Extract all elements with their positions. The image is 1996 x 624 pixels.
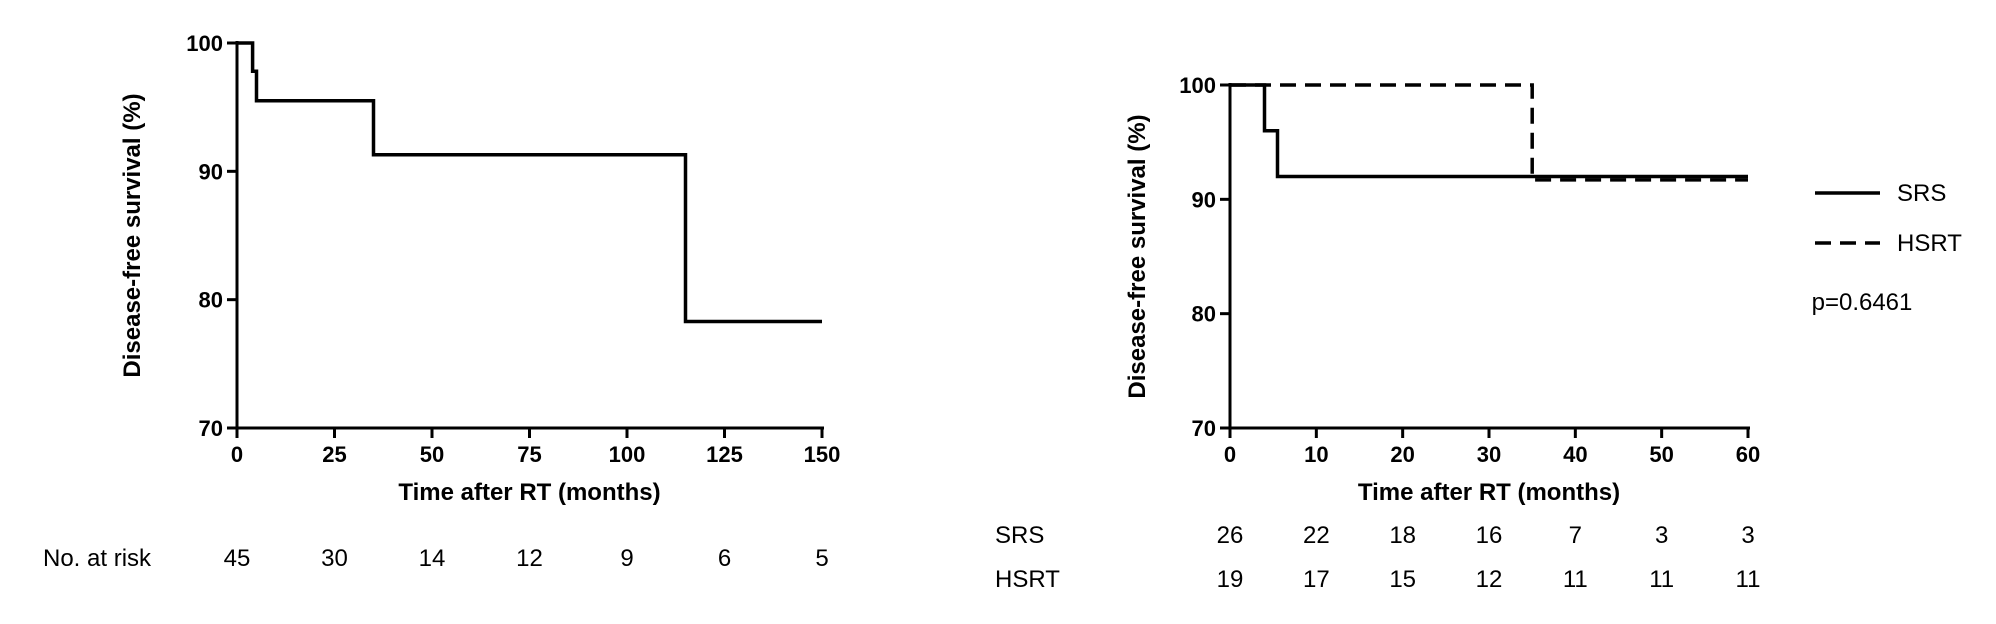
x-tick-label: 50 [420, 442, 444, 467]
x-tick-label: 20 [1390, 442, 1414, 467]
legend-label-srs: SRS [1897, 180, 1946, 207]
at-risk-value: 7 [1569, 522, 1582, 549]
x-tick-label: 150 [804, 442, 841, 467]
x-tick-label: 60 [1736, 442, 1760, 467]
at-risk-value: 12 [516, 545, 543, 572]
x-tick-label: 30 [1477, 442, 1501, 467]
at-risk-value: 11 [1649, 566, 1674, 593]
x-axis-label: Time after RT (months) [398, 479, 660, 506]
at-risk-value: 45 [224, 545, 251, 572]
y-tick-label: 70 [199, 416, 223, 441]
y-tick-label: 90 [1192, 187, 1216, 212]
series-line-srs [1230, 83, 1748, 179]
at-risk-value: 11 [1736, 566, 1761, 593]
at-risk-value: 17 [1303, 566, 1330, 593]
at-risk-value: 3 [1655, 522, 1668, 549]
at-risk-value: 3 [1741, 522, 1754, 549]
x-tick-label: 40 [1563, 442, 1587, 467]
series-line-0 [237, 41, 822, 324]
at-risk-value: 9 [620, 545, 633, 572]
at-risk-value: 5 [815, 545, 828, 572]
at-risk-value: 12 [1476, 566, 1503, 593]
legend-label-hsrt: HSRT [1897, 230, 1962, 257]
x-tick-label: 50 [1649, 442, 1673, 467]
at-risk-value: 15 [1389, 566, 1416, 593]
at-risk-value: 18 [1389, 522, 1416, 549]
x-tick-label: 25 [322, 442, 346, 467]
x-tick-label: 75 [517, 442, 541, 467]
p-value-annotation: p=0.6461 [1812, 289, 1913, 316]
x-tick-label: 100 [609, 442, 646, 467]
x-axis-label: Time after RT (months) [1358, 479, 1620, 506]
at-risk-value: 14 [419, 545, 446, 572]
y-tick-label: 80 [199, 288, 223, 313]
right-km-chart: 70 80 90 100 0 10 20 30 40 50 60 Time after RT (mon… [995, 73, 1962, 593]
y-tick-label: 80 [1192, 302, 1216, 327]
x-tick-label: 0 [1224, 442, 1236, 467]
y-tick-label: 100 [186, 31, 223, 56]
series-line-hsrt [1230, 83, 1748, 182]
x-tick-label: 0 [231, 442, 243, 467]
y-tick-label: 90 [199, 159, 223, 184]
x-tick-label: 125 [706, 442, 743, 467]
y-axis-label: Disease-free survival (%) [119, 93, 146, 377]
at-risk-row-label: SRS [995, 522, 1044, 549]
at-risk-value: 30 [321, 545, 348, 572]
at-risk-row-label: HSRT [995, 566, 1060, 593]
y-tick-label: 70 [1192, 416, 1216, 441]
at-risk-value: 16 [1476, 522, 1503, 549]
y-axis-label: Disease-free survival (%) [1124, 114, 1151, 398]
y-tick-label: 100 [1179, 73, 1216, 98]
at-risk-title: No. at risk [43, 545, 152, 572]
at-risk-value: 11 [1563, 566, 1588, 593]
at-risk-value: 22 [1303, 522, 1330, 549]
at-risk-value: 6 [718, 545, 731, 572]
at-risk-value: 19 [1217, 566, 1244, 593]
at-risk-value: 26 [1217, 522, 1244, 549]
x-tick-label: 10 [1304, 442, 1328, 467]
